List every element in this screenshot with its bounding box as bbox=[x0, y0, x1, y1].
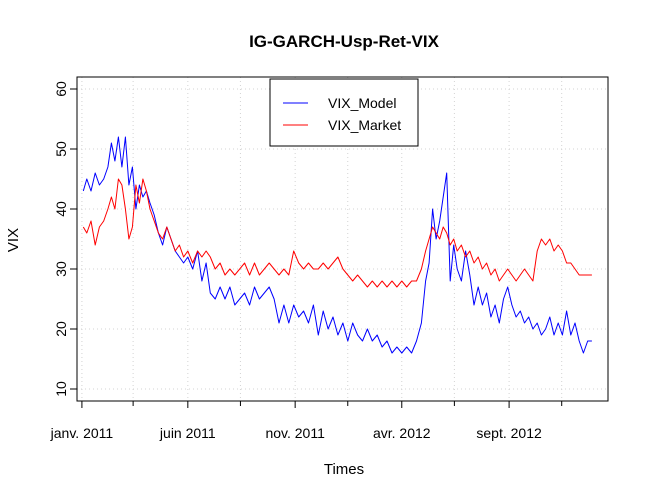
y-tick-label: 30 bbox=[53, 261, 69, 277]
x-tick-label: juin 2011 bbox=[159, 425, 216, 441]
x-tick-label: janv. 2011 bbox=[50, 425, 114, 441]
grid bbox=[77, 77, 608, 401]
y-tick-label: 50 bbox=[53, 141, 69, 157]
x-tick-label: avr. 2012 bbox=[373, 425, 431, 441]
legend-label: VIX_Model bbox=[328, 95, 396, 111]
y-tick-label: 40 bbox=[53, 201, 69, 217]
x-tick-label: sept. 2012 bbox=[476, 425, 542, 441]
plot-frame bbox=[76, 76, 609, 402]
x-axis-label: Times bbox=[324, 461, 364, 478]
y-tick-label: 60 bbox=[53, 81, 69, 97]
legend-box bbox=[269, 78, 419, 147]
chart-title: IG-GARCH-Usp-Ret-VIX bbox=[249, 32, 439, 51]
x-tick-label: nov. 2011 bbox=[265, 425, 325, 441]
y-axis-label: VIX bbox=[5, 228, 22, 252]
y-tick-label: 20 bbox=[53, 321, 69, 337]
y-axis: 10 20 30 40 50 60 bbox=[53, 81, 77, 397]
series-line-vix-market bbox=[82, 178, 592, 288]
legend: VIX_Model VIX_Market bbox=[269, 78, 419, 147]
y-tick-label: 10 bbox=[53, 381, 69, 397]
legend-label: VIX_Market bbox=[328, 117, 401, 133]
series-line-vix-model bbox=[82, 136, 592, 354]
x-axis: janv. 2011 juin 2011 nov. 2011 avr. 2012 sep… bbox=[50, 401, 563, 441]
series-layer bbox=[82, 136, 592, 354]
